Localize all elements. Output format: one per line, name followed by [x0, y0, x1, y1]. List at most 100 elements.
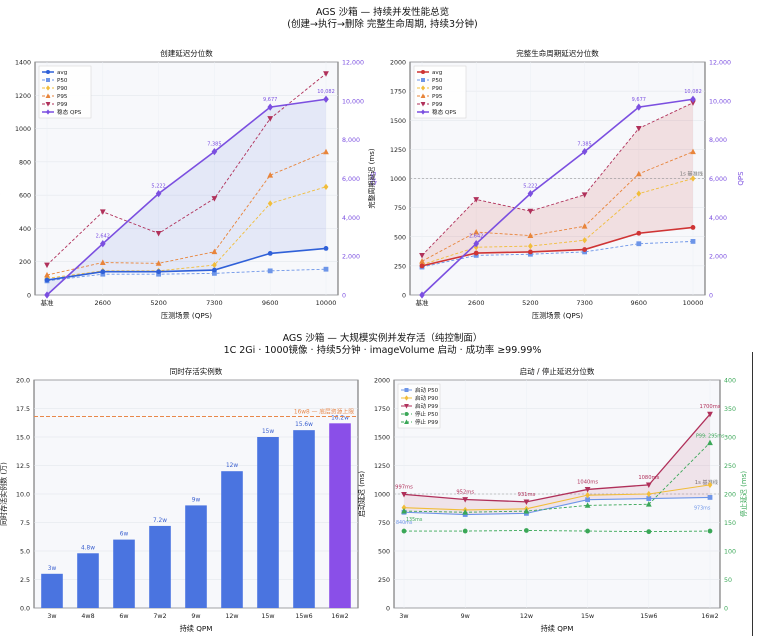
qps-band — [47, 99, 326, 295]
y-tick-label: 400 — [19, 226, 31, 233]
bar-value-label: 15.6w — [295, 422, 313, 428]
main-title: AGS 沙箱 — 持续并发性能总览 — [315, 7, 450, 18]
x-tick-label: 15w6 — [640, 613, 657, 620]
point-start_p99 — [401, 491, 407, 498]
y-tick-label: 250 — [394, 263, 406, 270]
x-tick-label: 15w6 — [295, 613, 312, 620]
y-axis-label: 创建延迟 (ms) — [0, 155, 1, 201]
x-tick-label: 7300 — [206, 299, 223, 307]
reference-label: 1s 基准线 — [695, 478, 718, 486]
point-avg — [44, 277, 50, 283]
point-start_p90 — [707, 481, 713, 488]
section-title: AGS 沙箱 — 大规模实例并发存活（纯控制面） — [282, 333, 483, 344]
y-tick-label: 250 — [378, 577, 390, 584]
legend-label: P50 — [432, 78, 443, 84]
x-tick-label: 6w — [119, 613, 128, 620]
point-start_p99 — [523, 499, 530, 505]
legend-marker — [46, 109, 50, 115]
x-tick-label: 15w — [581, 613, 594, 620]
y-tick-label: 1750 — [374, 406, 390, 413]
point-start_p90 — [585, 492, 590, 499]
x-tick-label: 10000 — [316, 299, 337, 307]
legend-label: P95 — [57, 94, 68, 100]
legend-marker — [421, 70, 425, 74]
bar — [149, 525, 171, 608]
main-subtitle: (创建→执行→删除 完整生命周期, 持续3分钟) — [287, 19, 478, 30]
legend-marker — [420, 102, 426, 107]
point-p50 — [267, 268, 273, 274]
point-qps — [155, 189, 162, 198]
qps-data-label: 7,385 — [207, 142, 221, 148]
y2-tick-label: 200 — [724, 492, 736, 499]
point-start_p99 — [584, 487, 591, 493]
x-tick-label: 3w — [47, 613, 56, 620]
y-tick-label: 5.0 — [20, 549, 30, 556]
latency-band — [422, 102, 693, 266]
y-tick-label: 600 — [19, 193, 31, 200]
x-tick-label: 7300 — [576, 299, 593, 307]
point-avg — [323, 246, 329, 251]
y2-tick-label: 400 — [724, 378, 736, 385]
point-avg — [636, 230, 642, 236]
bar — [41, 573, 63, 608]
point-p99 — [44, 262, 50, 269]
legend-label: 停止 P50 — [415, 410, 439, 418]
y-tick-label: 1500 — [390, 118, 406, 125]
y-tick-label: 750 — [394, 205, 406, 212]
p99-data-label: 931ms — [518, 492, 536, 498]
y-tick-label: 1500 — [374, 435, 390, 442]
point-p95 — [527, 232, 534, 238]
point-start_p99 — [707, 411, 713, 418]
series-line-p90 — [421, 178, 694, 266]
point-stop_p99 — [523, 507, 530, 514]
x-tick-label: 16w2 — [331, 613, 348, 620]
point-start_p99 — [462, 497, 469, 503]
y2-tick-label: 50 — [724, 577, 732, 584]
legend-label: 启动 P50 — [415, 386, 439, 394]
point-qps — [690, 95, 696, 103]
y2-tick-label: 8,000 — [709, 137, 727, 144]
y2-tick-label: 12,000 — [709, 60, 731, 67]
x-tick-label: 5200 — [150, 299, 167, 307]
y-tick-label: 7.5 — [20, 520, 30, 527]
bar — [221, 471, 243, 608]
point-avg — [528, 249, 533, 255]
p99-data-label: 952ms — [456, 489, 474, 495]
point-p99 — [99, 209, 106, 215]
legend-label: P90 — [57, 86, 68, 92]
point-p99 — [473, 197, 480, 203]
point-p99 — [323, 71, 329, 77]
point-p95 — [419, 258, 425, 264]
point-stop_p99 — [707, 439, 713, 446]
legend-label: 启动 P99 — [415, 402, 439, 410]
p99-data-label: 1080ms — [638, 475, 659, 481]
y-tick-label: 750 — [378, 520, 390, 527]
y-tick-label: 1000 — [374, 492, 390, 499]
x-tick-label: 9600 — [631, 299, 648, 307]
bar — [113, 539, 135, 608]
point-start_p90 — [401, 504, 407, 511]
point-qps — [419, 291, 425, 299]
x-tick-label: 2600 — [95, 299, 112, 307]
point-p50 — [212, 270, 217, 276]
point-p90 — [582, 237, 587, 244]
bar — [185, 505, 207, 608]
legend-box — [38, 65, 92, 119]
point-p99 — [690, 100, 696, 106]
series-line-p50 — [421, 240, 694, 268]
point-p90 — [267, 200, 273, 207]
legend-label: 稳态 QPS — [432, 108, 457, 116]
x-tick-label: 7w2 — [153, 613, 166, 620]
y-tick-label: 500 — [394, 234, 406, 241]
series-line-qps — [46, 98, 327, 296]
y2-tick-label: 150 — [724, 520, 736, 527]
legend-label: P50 — [57, 78, 68, 84]
x-tick-label: 9w — [191, 613, 200, 620]
x-tick-label: 4w8 — [81, 613, 94, 620]
series-line-p90 — [46, 186, 327, 279]
point-p95 — [323, 148, 329, 155]
legend-marker — [421, 85, 425, 91]
legend-label: P99 — [432, 102, 443, 108]
